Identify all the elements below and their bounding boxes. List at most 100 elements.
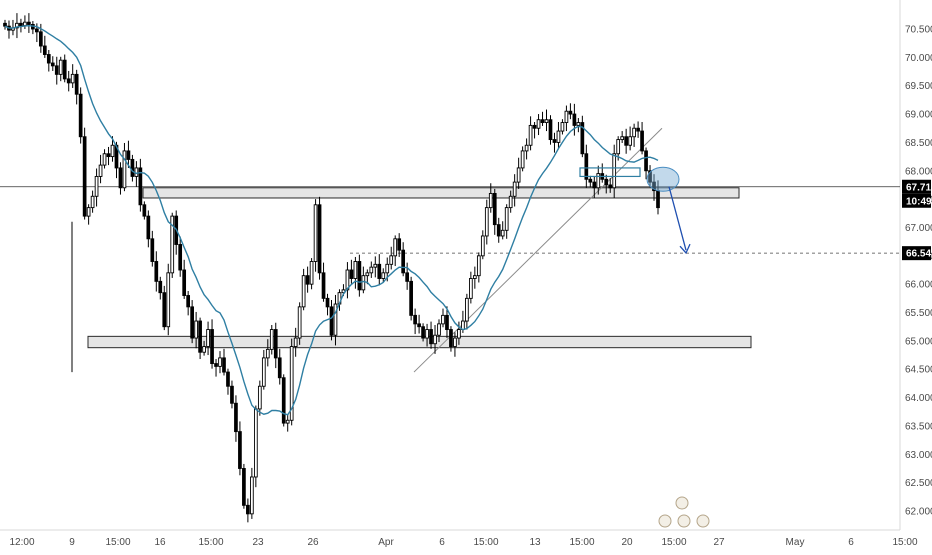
candle-body [146, 215, 151, 240]
candle-body [277, 357, 282, 379]
candle-body [305, 275, 310, 285]
candle-body [492, 192, 497, 226]
candle-body [250, 476, 254, 515]
x-tick-label: 15:00 [892, 537, 917, 548]
x-tick-label: 15:00 [473, 537, 498, 548]
x-tick-label: 15:00 [198, 537, 223, 548]
candle-body [417, 323, 421, 328]
candle-body [62, 59, 67, 80]
candle-body [285, 419, 290, 424]
y-tick-label: 70.500 [905, 25, 932, 36]
x-tick-label: 23 [252, 537, 264, 548]
candle-body [536, 119, 541, 129]
candle-body [656, 190, 660, 209]
target-arrow [668, 186, 687, 251]
candle-body [628, 136, 632, 146]
candle-body [265, 348, 270, 359]
candle-body [576, 122, 581, 126]
moving-average-line [4, 24, 659, 416]
candle-body [560, 122, 565, 132]
x-tick-label: 6 [439, 537, 445, 548]
candle-body [453, 337, 457, 348]
candle-body [584, 153, 589, 180]
candle-body [604, 178, 609, 186]
candle-body [540, 119, 545, 124]
candle-body [162, 292, 167, 328]
candle-body [488, 192, 493, 209]
candle-body [608, 184, 613, 189]
emoji-reaction-icon [658, 514, 672, 528]
candle-body [385, 263, 390, 274]
candle-body [620, 136, 625, 141]
candle-body [142, 204, 147, 217]
candle-body [226, 371, 230, 387]
candle-body [166, 272, 171, 328]
x-tick-label: 15:00 [661, 537, 686, 548]
candle-body [3, 22, 7, 27]
candle-body [409, 280, 413, 316]
candle-body [182, 269, 187, 296]
emoji-reaction-icon [696, 514, 710, 528]
candle-body [457, 329, 461, 339]
y-tick-label: 62.000 [905, 507, 932, 518]
candle-body [313, 204, 318, 262]
candle-body [110, 144, 115, 158]
candle-body [118, 167, 123, 189]
candle-body [54, 65, 59, 75]
candle-body [357, 261, 362, 291]
candle-body [333, 303, 338, 336]
candle-body [269, 329, 274, 350]
candle-body [636, 127, 640, 132]
candle-body [472, 275, 477, 279]
candle-body [532, 124, 537, 129]
candle-body [393, 238, 398, 257]
candle-body [246, 504, 250, 515]
candle-body [465, 297, 469, 322]
candle-body [476, 255, 481, 277]
candle-body [512, 181, 517, 197]
candle-body [206, 329, 210, 348]
y-tick-label: 64.500 [905, 365, 932, 376]
candle-body [78, 93, 83, 138]
candle-body [238, 431, 242, 469]
y-tick-label: 69.500 [905, 81, 932, 92]
candle-body [23, 21, 27, 27]
x-tick-label: 12:00 [9, 537, 34, 548]
y-tick-label: 69.000 [905, 110, 932, 121]
x-tick-label: 9 [69, 537, 75, 548]
emoji-reaction-icon [675, 496, 689, 510]
candle-body [556, 130, 561, 143]
candle-body [150, 238, 155, 262]
target-price-tag: 66.547 [906, 249, 932, 260]
candle-body [528, 124, 533, 146]
candle-body [329, 306, 334, 336]
candle-body [170, 215, 175, 274]
x-tick-label: 20 [621, 537, 633, 548]
candle-body [102, 153, 107, 166]
candle-body [178, 244, 183, 271]
candle-body [190, 306, 194, 339]
candle-body [564, 110, 569, 124]
support-zone [87, 335, 752, 349]
candle-body [27, 21, 31, 25]
candle-body [19, 22, 23, 27]
candle-body [82, 136, 87, 217]
x-tick-label: 13 [529, 537, 541, 548]
y-tick-label: 65.000 [905, 336, 932, 347]
candle-body [484, 207, 489, 237]
candle-body [644, 150, 648, 172]
candle-body [437, 323, 441, 336]
x-tick-label: 15:00 [569, 537, 594, 548]
candle-body [126, 150, 131, 160]
countdown-tag-bg [902, 193, 931, 208]
candle-body [214, 363, 218, 367]
candle-body [15, 22, 19, 29]
candle-body [38, 31, 43, 47]
candle-body [98, 164, 103, 177]
candle-body [520, 150, 525, 169]
candle-body [624, 136, 628, 146]
countdown-tag: 10:49 [906, 196, 932, 207]
candle-body [158, 280, 163, 294]
